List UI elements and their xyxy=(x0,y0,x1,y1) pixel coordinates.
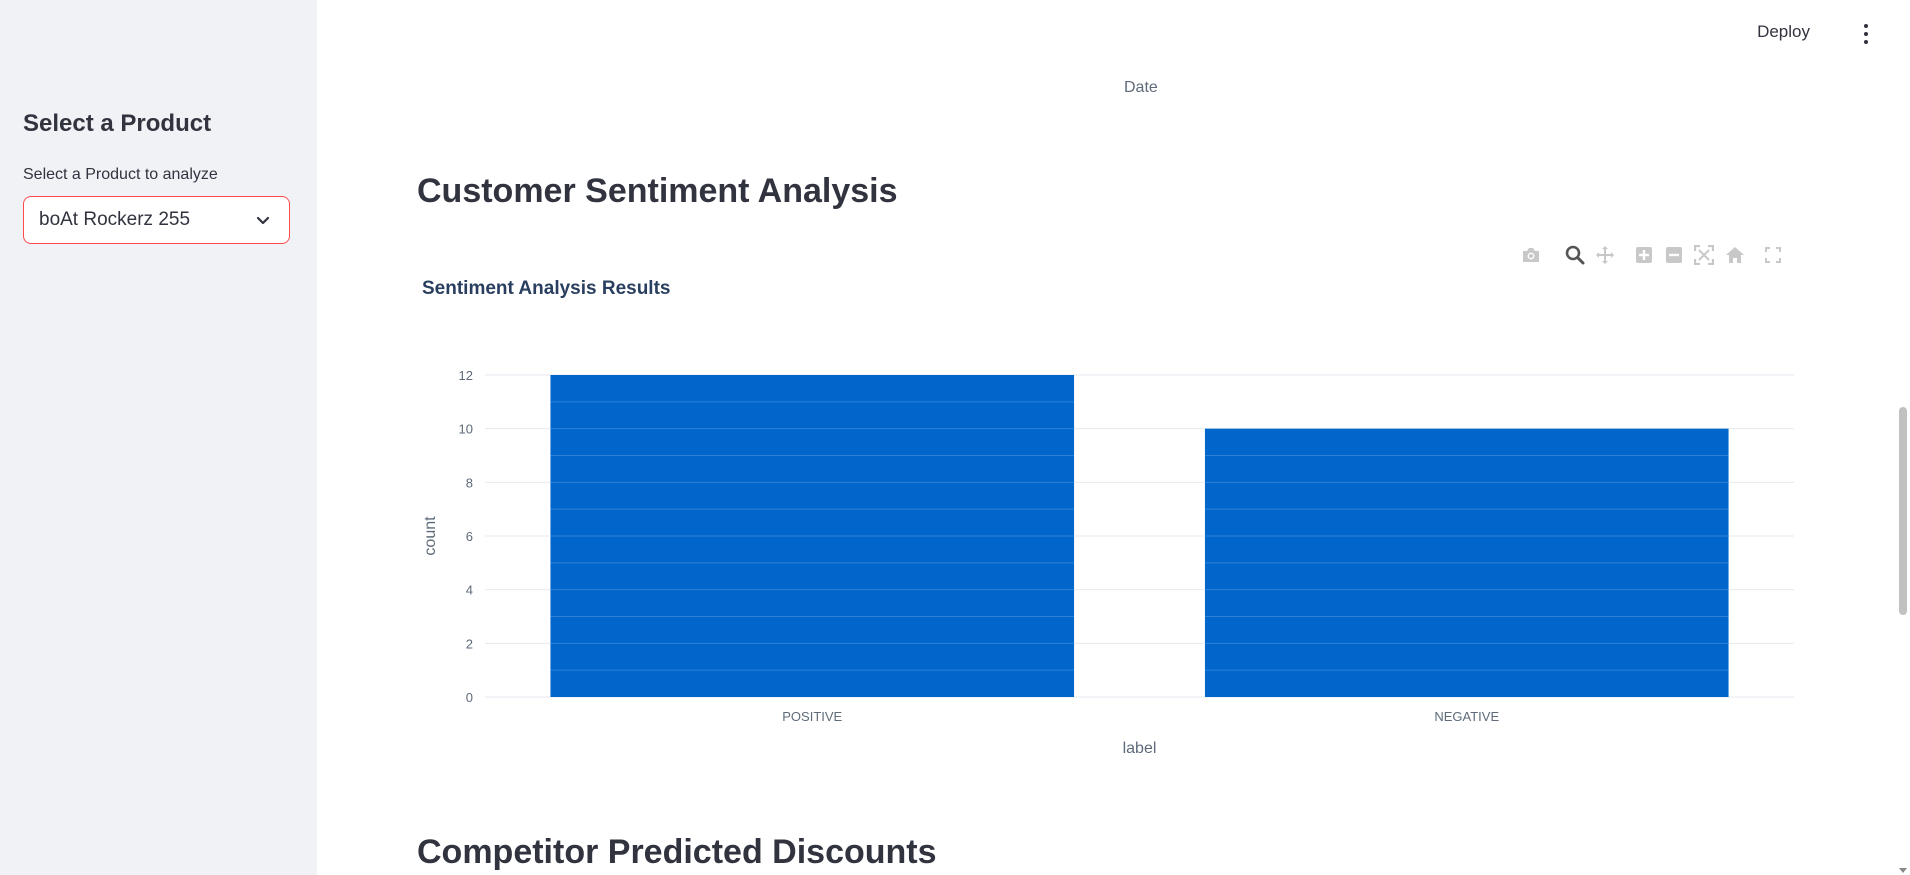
y-tick-label: 6 xyxy=(466,529,473,544)
section-title-competitor-discounts: Competitor Predicted Discounts xyxy=(417,833,937,871)
bar xyxy=(550,375,1075,697)
kebab-menu-icon[interactable] xyxy=(1860,24,1872,44)
x-axis-title: label xyxy=(1123,740,1157,757)
zoom-in-icon[interactable] xyxy=(1633,244,1655,266)
product-select[interactable]: boAt Rockerz 255 xyxy=(23,196,290,244)
product-select-label: Select a Product to analyze xyxy=(23,166,218,183)
reset-axes-icon[interactable] xyxy=(1724,244,1746,266)
section-title-sentiment: Customer Sentiment Analysis xyxy=(417,172,898,210)
chart-modebar xyxy=(1520,244,1790,268)
y-tick-label: 10 xyxy=(459,422,473,437)
sentiment-bar-chart: 0 2 4 6 8 10 12 POSITIVE NEGATIVE label count xyxy=(422,368,1794,757)
chart-title: Sentiment Analysis Results xyxy=(422,278,671,299)
y-tick-label: 8 xyxy=(466,475,473,490)
x-tick-label: NEGATIVE xyxy=(1434,709,1499,724)
y-tick-label: 12 xyxy=(459,368,473,383)
y-tick-label: 0 xyxy=(466,690,473,705)
bar xyxy=(1204,428,1729,697)
sidebar-heading: Select a Product xyxy=(23,110,212,137)
previous-chart-x-axis-title: Date xyxy=(1124,79,1158,96)
zoom-out-icon[interactable] xyxy=(1663,244,1685,266)
camera-icon[interactable] xyxy=(1520,244,1542,266)
y-tick-label: 4 xyxy=(466,583,473,598)
autoscale-icon[interactable] xyxy=(1693,244,1715,266)
deploy-button[interactable]: Deploy xyxy=(1757,22,1810,41)
fullscreen-icon[interactable] xyxy=(1762,244,1784,266)
product-select-value: boAt Rockerz 255 xyxy=(39,209,191,230)
y-tick-label: 2 xyxy=(466,636,473,651)
y-axis-title: count xyxy=(422,516,439,556)
sidebar: Select a Product Select a Product to ana… xyxy=(0,0,317,875)
scroll-down-arrow-icon[interactable] xyxy=(1899,868,1907,873)
pan-icon[interactable] xyxy=(1594,244,1616,266)
zoom-icon[interactable] xyxy=(1564,244,1586,266)
x-tick-label: POSITIVE xyxy=(782,709,842,724)
scrollbar-track[interactable] xyxy=(1896,0,1910,875)
chevron-down-icon xyxy=(255,212,271,228)
scrollbar-thumb[interactable] xyxy=(1899,407,1907,615)
